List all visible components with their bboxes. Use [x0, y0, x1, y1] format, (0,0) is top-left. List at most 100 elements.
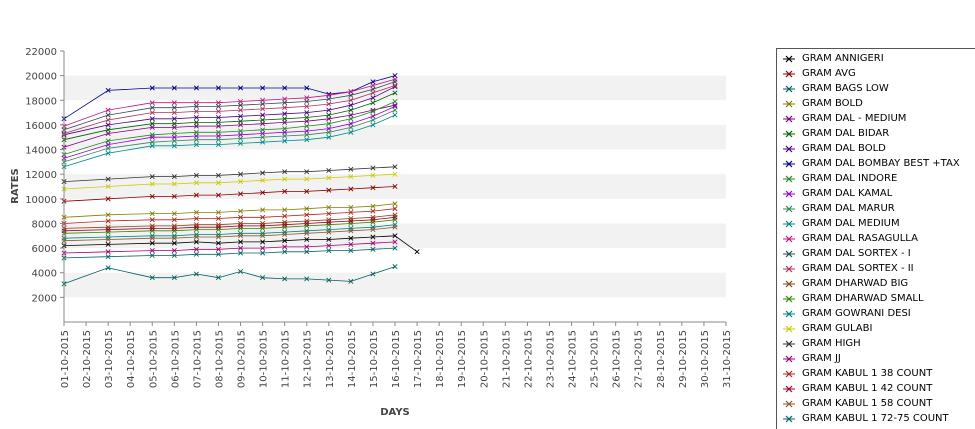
data-point — [260, 139, 266, 145]
data-point — [348, 129, 354, 135]
data-point — [238, 140, 244, 146]
data-point — [215, 246, 221, 252]
x-tick-label: 18-10-2015 — [435, 330, 446, 388]
data-point — [392, 90, 398, 96]
data-point — [348, 235, 354, 241]
data-point — [149, 100, 155, 106]
x-tick-label: 29-10-2015 — [678, 330, 689, 388]
legend-label: GRAM DAL INDORE — [802, 173, 898, 184]
data-point — [171, 124, 177, 130]
data-point — [282, 116, 288, 122]
data-point — [105, 150, 111, 156]
legend-marker-icon — [783, 385, 795, 393]
x-tick-label: 17-10-2015 — [413, 330, 424, 388]
data-point — [193, 216, 199, 222]
data-point — [105, 142, 111, 148]
data-point — [215, 240, 221, 246]
data-point — [215, 209, 221, 215]
legend-item: GRAM BOLD — [777, 97, 975, 112]
data-point — [238, 268, 244, 275]
x-axis-label: DAYS — [380, 407, 410, 418]
data-point — [193, 108, 199, 114]
data-point — [370, 172, 376, 178]
data-point — [348, 241, 354, 247]
legend-marker-icon — [783, 235, 795, 243]
data-point — [238, 171, 244, 177]
data-point — [348, 228, 354, 234]
data-point — [215, 119, 221, 125]
data-point — [149, 124, 155, 130]
data-point — [414, 249, 420, 255]
y-tick-label: 8000 — [32, 219, 57, 230]
data-point — [326, 121, 332, 127]
legend-item: GRAM ANNIGERI — [777, 52, 975, 67]
legend-item: GRAM DAL BOMBAY BEST +TAX — [777, 157, 975, 172]
data-point — [304, 249, 310, 255]
data-point — [348, 204, 354, 210]
data-point — [238, 245, 244, 251]
data-point — [193, 271, 199, 277]
data-point — [193, 224, 199, 230]
data-point — [238, 128, 244, 134]
data-point — [370, 90, 376, 96]
x-axis-ticks: 01-10-2015 02-10-2015 03-10-2015 04-10-2015… — [60, 322, 733, 388]
legend-item: GRAM KABUL 1 58 COUNT — [777, 397, 975, 412]
data-point — [215, 216, 221, 222]
data-point — [105, 122, 111, 128]
data-point — [260, 127, 266, 133]
data-point — [149, 116, 155, 122]
data-point — [193, 114, 199, 121]
series-gram-dal-bold — [61, 84, 398, 138]
x-tick-label: 16-10-2015 — [391, 330, 402, 388]
legend-marker-icon — [783, 85, 795, 93]
series-gram-dal-indore — [61, 98, 398, 157]
legend-item: GRAM DHARWAD SMALL — [777, 292, 975, 307]
x-tick-label: 26-10-2015 — [612, 330, 623, 388]
x-tick-label: 27-10-2015 — [634, 330, 645, 388]
series-lines — [61, 73, 420, 287]
data-point — [171, 217, 177, 223]
data-point — [304, 220, 310, 226]
data-point — [304, 123, 310, 129]
data-point — [149, 252, 155, 259]
data-point — [171, 131, 177, 137]
data-point — [149, 139, 155, 145]
y-tick-label: 18000 — [25, 96, 57, 107]
data-point — [282, 244, 288, 250]
data-point — [238, 122, 244, 128]
data-point — [326, 116, 332, 122]
legend-label: GRAM GOWRANI DESI — [802, 308, 911, 319]
data-point — [392, 201, 398, 207]
data-point — [260, 190, 266, 196]
data-point — [193, 234, 199, 240]
data-point — [326, 167, 332, 174]
data-point — [215, 108, 221, 114]
data-point — [193, 180, 199, 186]
series-gram-annigeri — [61, 233, 420, 255]
data-point — [171, 85, 177, 91]
data-point — [282, 188, 288, 194]
legend-item: GRAM DAL RASAGULLA — [777, 232, 975, 247]
legend-marker-icon — [783, 265, 795, 273]
data-point — [370, 234, 376, 240]
data-point — [105, 218, 111, 224]
rates-line-chart: 2000 4000 6000 8000 10000 12000 14000 16000 1800… — [10, 47, 733, 418]
data-point — [260, 223, 266, 229]
x-tick-label: 13-10-2015 — [325, 330, 336, 388]
data-point — [105, 212, 111, 218]
data-point — [348, 174, 354, 180]
data-point — [105, 112, 111, 118]
data-point — [193, 133, 199, 139]
legend-item: GRAM GULABI — [777, 322, 975, 337]
data-point — [348, 248, 354, 254]
series-line — [63, 166, 396, 182]
data-point — [392, 103, 398, 109]
data-point — [149, 121, 155, 127]
data-point — [149, 211, 155, 217]
x-tick-label: 04-10-2015 — [126, 330, 137, 388]
grid-band — [64, 272, 726, 298]
x-tick-label: 11-10-2015 — [281, 330, 292, 388]
data-point — [326, 92, 332, 98]
data-point — [282, 232, 288, 238]
x-tick-label: 15-10-2015 — [369, 330, 380, 388]
